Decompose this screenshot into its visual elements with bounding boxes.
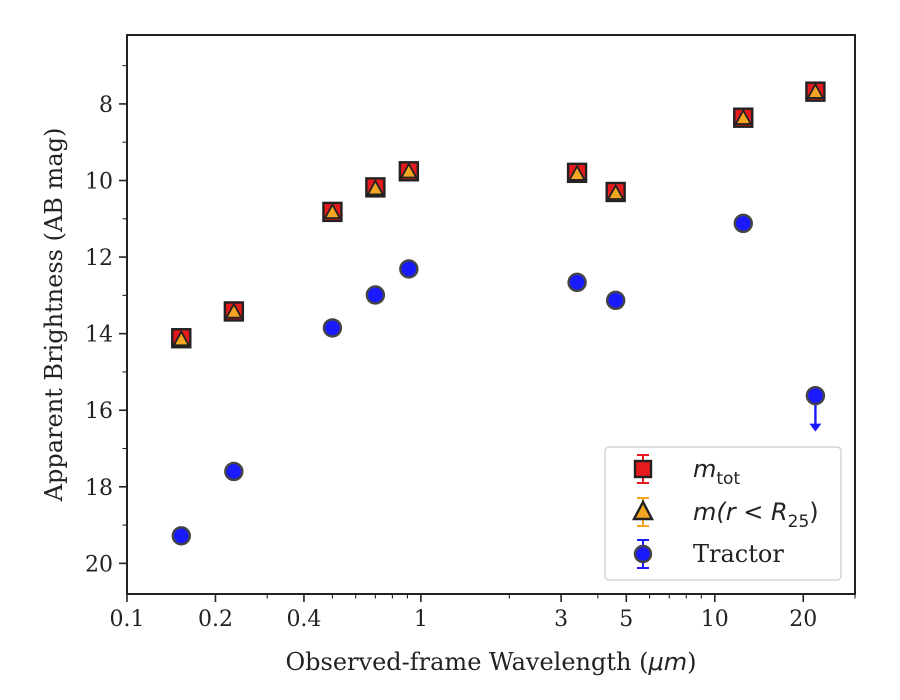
x-tick-label: 0.1 (110, 607, 145, 632)
point-m-r25 (366, 179, 385, 196)
y-tick-label: 14 (85, 323, 113, 348)
point-tractor (733, 213, 753, 234)
point-tractor (805, 385, 826, 406)
x-tick-label: 3 (554, 607, 568, 632)
point-m-r25 (806, 82, 825, 99)
x-tick-label: 0.2 (198, 607, 233, 632)
x-tick-label: 20 (789, 607, 817, 632)
y-tick-label: 8 (99, 93, 113, 118)
point-tractor (605, 290, 626, 311)
point-m-r25 (224, 302, 243, 319)
legend: mtot m(r < R25) Tractor (604, 446, 842, 581)
point-tractor (399, 259, 419, 279)
plot-frame (126, 34, 856, 595)
legend-marker-tractor (633, 544, 653, 564)
x-tick-label: 1 (414, 607, 428, 632)
legend-label-tractor: Tractor (693, 540, 784, 568)
legend-marker-m-r25 (632, 499, 654, 521)
x-tick-label: 0.4 (286, 607, 321, 632)
y-axis-title: Apparent Brightness (AB mag) (40, 128, 68, 503)
data-points (171, 81, 826, 546)
legend-label-m-r25: m(r < R25) (693, 498, 819, 532)
legend-marker-mtot (633, 459, 653, 479)
x-tick-label: 5 (619, 607, 633, 632)
point-tractor (365, 285, 386, 305)
point-m-r25 (172, 329, 191, 347)
point-m-r25 (323, 202, 342, 220)
series-circle (171, 213, 826, 546)
x-tick-label: 10 (701, 607, 729, 632)
axis-ticks: 0.1 0.2 0.4 1 3 5 10 20 8 10 12 14 16 18 20 (85, 65, 856, 632)
y-tick-label: 12 (85, 246, 113, 271)
legend-box (604, 446, 842, 581)
point-tractor-upper-limit-arrow-head (809, 423, 822, 432)
point-m-r25 (734, 108, 753, 125)
point-tractor (224, 461, 244, 482)
x-axis-title: Observed-frame Wavelength (μm) (286, 648, 697, 676)
y-tick-label: 10 (85, 169, 113, 194)
y-tick-label: 20 (85, 552, 113, 577)
point-tractor (171, 526, 191, 546)
point-tractor (567, 272, 587, 293)
point-m-r25 (568, 164, 587, 181)
point-m-r25 (606, 183, 625, 200)
point-tractor (322, 318, 343, 338)
legend-label-mtot: mtot (693, 455, 740, 489)
y-tick-label: 18 (85, 476, 113, 501)
series-triangle (172, 82, 825, 347)
point-m-r25 (399, 162, 418, 179)
y-tick-label: 16 (85, 399, 113, 424)
